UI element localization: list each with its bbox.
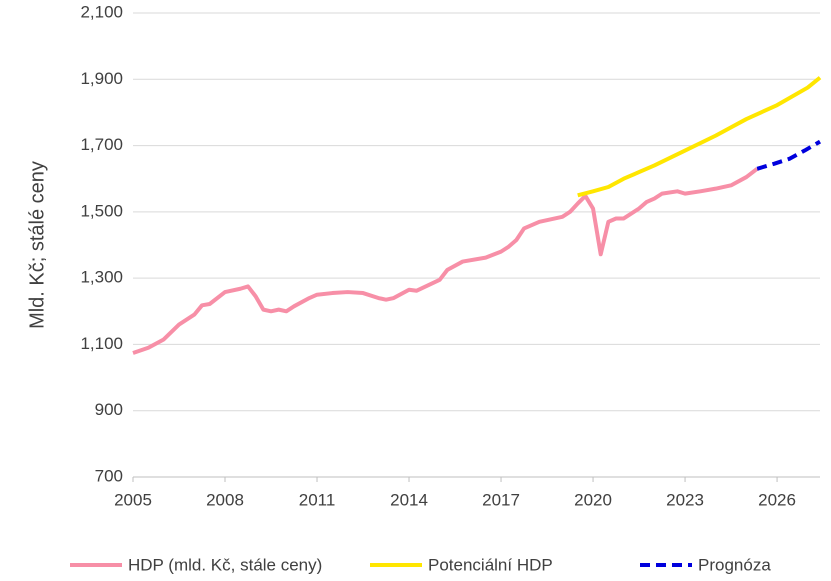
y-tick-label: 1,500 [80,201,123,220]
x-tick-label: 2008 [206,490,244,509]
legend-label: Prognóza [698,555,771,574]
y-tick-label: 1,700 [80,135,123,154]
x-tick-label: 2011 [299,490,336,509]
y-tick-label: 1,300 [80,268,123,287]
series-line [132,167,759,355]
y-axis-label: Mld. Kč; stálé ceny [26,161,48,329]
x-tick-label: 2014 [390,490,428,509]
x-tick-label: 2020 [574,490,612,509]
x-tick-label: 2017 [482,490,520,509]
y-tick-label: 1,100 [80,334,123,353]
x-tick-label: 2026 [758,490,796,509]
y-tick-label: 2,100 [80,2,123,21]
y-tick-label: 900 [95,400,123,419]
y-tick-label: 700 [95,466,123,485]
x-tick-label: 2023 [666,490,704,509]
series-line [577,76,822,198]
series-line [756,139,822,171]
x-tick-label: 2005 [114,490,152,509]
y-tick-label: 1,900 [80,69,123,88]
legend-label: Potenciální HDP [428,555,553,574]
legend-label: HDP (mld. Kč, stále ceny) [128,555,322,574]
